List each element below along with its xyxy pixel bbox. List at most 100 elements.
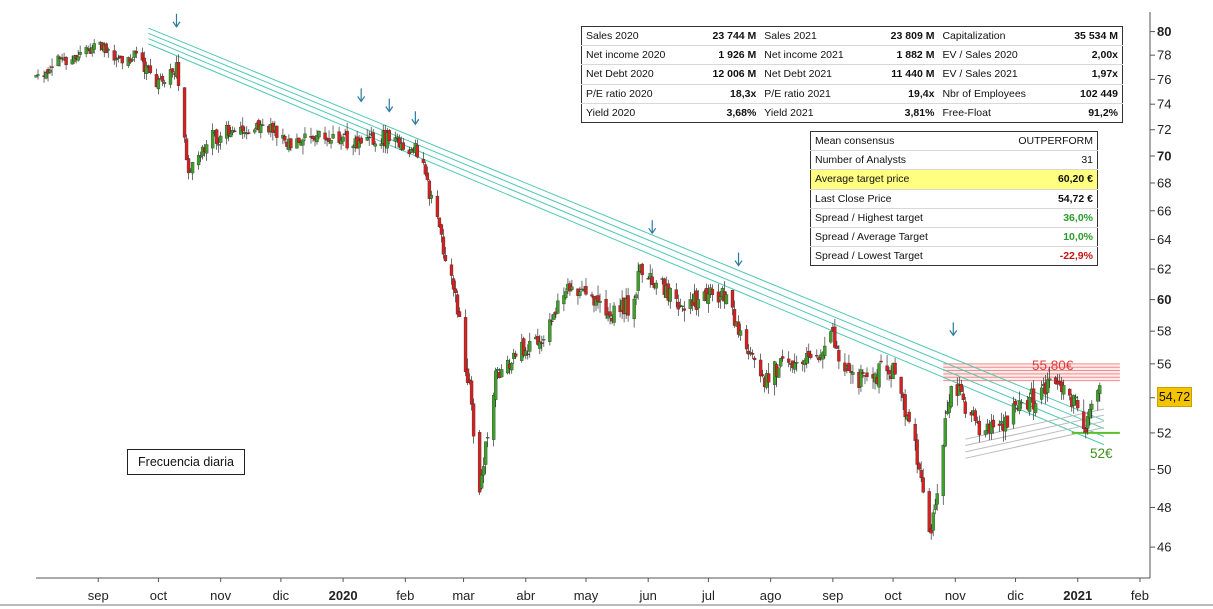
candle-down (311, 136, 315, 139)
candle-up (947, 402, 951, 413)
fin-value: 11 440 M (872, 64, 939, 85)
x-tick-label: oct (150, 588, 168, 603)
candle-down (865, 372, 869, 377)
candle-down (176, 62, 181, 86)
candle-up (196, 154, 201, 166)
cons-label: Spread / Lowest Target (815, 250, 923, 263)
trend-line (148, 43, 1105, 446)
candle-up (943, 418, 947, 447)
candle-down (359, 137, 363, 144)
candle-down (327, 138, 331, 142)
candle-down (465, 368, 470, 383)
fin-value: 91,2% (1088, 106, 1118, 119)
candle-down (608, 311, 612, 317)
x-tick-label: sep (822, 588, 843, 603)
cons-value: OUTPERFORM (980, 131, 1098, 152)
candle-up (598, 300, 602, 303)
candle-down (227, 124, 231, 136)
candle-down (112, 50, 116, 61)
candle-up (1047, 378, 1052, 381)
candle-down (781, 356, 785, 359)
candle-down (590, 294, 594, 297)
y-tick-label: 46 (1157, 540, 1171, 555)
candle-up (634, 294, 638, 299)
candle-down (104, 43, 108, 54)
candle-down (1054, 377, 1058, 384)
cons-value: 54,72 € (980, 189, 1098, 209)
table-row: Net Debt 2020 12 006 M Net Debt 2021 11 … (581, 64, 1123, 85)
candle-up (78, 51, 82, 55)
candle-down (973, 410, 978, 421)
candle-up (580, 288, 584, 291)
candle-down (584, 286, 588, 295)
fin-label: Capitalization (938, 26, 1056, 47)
candle-down (758, 359, 763, 377)
candle-down (283, 136, 287, 141)
candle-up (190, 162, 195, 174)
candle-up (1045, 379, 1050, 393)
candle-down (929, 528, 933, 534)
candle-down (275, 125, 279, 138)
candle-down (526, 353, 530, 356)
touch-arrow-head (949, 330, 958, 337)
candle-down (522, 338, 526, 356)
candle-up (983, 430, 988, 435)
candle-up (851, 372, 855, 375)
candle-up (114, 58, 118, 61)
x-tick-label: feb (1131, 588, 1149, 603)
candle-up (106, 49, 110, 51)
candle-up (1011, 403, 1016, 425)
y-tick-label: 48 (1157, 500, 1171, 515)
candle-up (500, 369, 504, 378)
y-tick-label: 80 (1157, 24, 1171, 39)
financials-table: Sales 2020 23 744 M Sales 2021 23 809 M … (581, 26, 1123, 123)
candle-down (730, 289, 735, 308)
y-tick-label: 50 (1157, 462, 1171, 477)
candle-down (142, 57, 147, 73)
candle-down (917, 463, 921, 470)
fin-label: Net income 2020 (581, 45, 695, 66)
x-tick-label: feb (396, 588, 414, 603)
candle-up (777, 367, 781, 378)
candle-down (323, 132, 327, 140)
candle-down (435, 195, 440, 218)
candle-down (1013, 400, 1018, 406)
candle-down (837, 350, 841, 362)
touch-arrow-head (172, 21, 181, 28)
candle-down (604, 299, 608, 316)
candle-down (815, 355, 819, 357)
x-tick-label: jun (639, 588, 657, 603)
candle-up (556, 300, 560, 314)
table-row: Yield 2020 3,68% Yield 2021 3,81% Free-F… (582, 103, 1123, 122)
x-tick-label: nov (945, 588, 966, 603)
candle-up (738, 330, 743, 336)
fin-label: P/E ratio 2021 (760, 84, 873, 104)
cons-label: Spread / Highest target (810, 208, 981, 228)
y-tick-label: 60 (1157, 292, 1171, 307)
candle-down (439, 224, 444, 235)
candle-down (903, 394, 907, 418)
candle-up (329, 139, 333, 144)
candle-up (365, 137, 369, 141)
fin-label: EV / Sales 2021 (938, 64, 1056, 85)
candle-up (393, 137, 397, 142)
candle-down (443, 255, 448, 262)
candle-up (612, 305, 616, 323)
candle-up (648, 273, 652, 279)
fin-value: 3,68% (726, 106, 757, 119)
table-row: Number of Analysts 31 (810, 150, 1098, 171)
support-label: 52€ (1090, 446, 1113, 461)
candle-down (919, 470, 923, 478)
candle-up (1098, 385, 1102, 395)
candle-up (84, 47, 88, 55)
fin-label: Yield 2020 (586, 106, 636, 119)
candle-down (847, 362, 851, 372)
candle-up (1033, 403, 1038, 413)
candle-up (562, 295, 566, 305)
candle-down (423, 164, 428, 175)
candle-down (997, 423, 1002, 426)
candle-down (401, 142, 405, 150)
candle-down (766, 373, 771, 383)
touch-arrow-head (734, 260, 743, 267)
x-tick-label: 2021 (1063, 588, 1092, 603)
